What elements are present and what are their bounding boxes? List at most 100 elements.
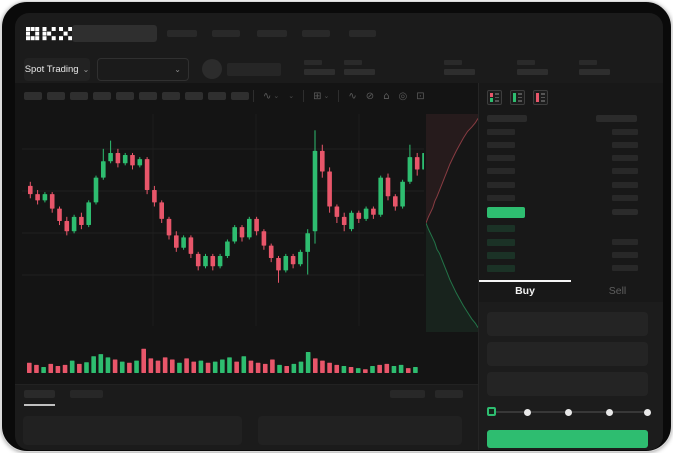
stat-value-skeleton <box>344 69 375 75</box>
last-price-right-skeleton <box>612 209 638 215</box>
orderbook-combined-icon[interactable] <box>487 90 502 105</box>
bottom-tab-1-skeleton[interactable] <box>24 390 55 398</box>
amount-field-skeleton[interactable] <box>487 342 648 366</box>
bid-price-skeleton[interactable] <box>487 252 515 259</box>
alert-icon[interactable]: ◎ <box>398 90 408 102</box>
orderbook-header-left-skeleton <box>487 115 527 122</box>
okx-logo <box>26 27 72 41</box>
pair-dropdown[interactable]: ⌄ <box>97 58 189 81</box>
slider-handle[interactable] <box>487 407 496 416</box>
toolbar-divider <box>338 90 340 102</box>
bid-price-skeleton[interactable] <box>487 265 515 272</box>
slider-stop-dot[interactable] <box>565 409 572 416</box>
stat-label-skeleton <box>344 60 362 65</box>
nav-item-skeleton[interactable] <box>212 30 240 37</box>
history-panel-skeleton <box>258 416 462 445</box>
slider-stop-dot[interactable] <box>524 409 531 416</box>
draw-tools-icon[interactable]: ⊘ <box>365 90 375 102</box>
ask-size-skeleton <box>612 155 638 161</box>
timeframe-button-skeleton[interactable] <box>70 92 88 100</box>
buy-submit-button[interactable] <box>487 430 648 448</box>
sell-tab-label: Sell <box>608 285 627 297</box>
volume-bars <box>27 348 418 373</box>
trading-app: Spot Trading ⌄ ⌄ ∿ ⌄ ⌄ ⊞ ⌄ ∿ ⊘ ⌂ ◎ ⊡ <box>15 13 663 450</box>
timeframe-button-skeleton[interactable] <box>162 92 180 100</box>
ask-size-skeleton <box>612 142 638 148</box>
chart-toolbar-icons: ∿ ⌄ ⌄ ⊞ ⌄ ∿ ⊘ ⌂ ◎ ⊡ <box>253 87 425 105</box>
timeframe-button-skeleton[interactable] <box>47 92 65 100</box>
active-tab-indicator <box>479 280 571 282</box>
orderbook-asks-icon[interactable] <box>533 90 548 105</box>
timeframe-button-skeleton[interactable] <box>139 92 157 100</box>
nav-item-skeleton[interactable] <box>257 30 287 37</box>
market-selector-label: Spot Trading <box>24 64 79 75</box>
timeframe-button-skeleton[interactable] <box>24 92 42 100</box>
last-price-bar[interactable] <box>487 207 525 218</box>
timeframe-button-skeleton[interactable] <box>116 92 134 100</box>
ask-price-skeleton[interactable] <box>487 129 515 135</box>
timeframe-button-skeleton[interactable] <box>185 92 203 100</box>
pair-name-skeleton <box>227 63 281 76</box>
ask-price-skeleton[interactable] <box>487 182 515 188</box>
market-selector-button[interactable]: Spot Trading ⌄ <box>24 58 90 81</box>
stat-value-skeleton <box>517 69 548 75</box>
ask-size-skeleton <box>612 195 638 201</box>
ask-price-skeleton[interactable] <box>487 195 515 201</box>
indicators-icon[interactable]: ⊞ ⌄ <box>313 90 330 102</box>
slider-stop-dot[interactable] <box>644 409 651 416</box>
timeframe-button-skeleton[interactable] <box>231 92 249 100</box>
ask-price-skeleton[interactable] <box>487 142 515 148</box>
active-tab-underline <box>24 404 55 406</box>
overlay-dropdown-icon[interactable]: ⌄ <box>288 92 295 100</box>
orderbook-panel: Buy Sell <box>478 83 663 450</box>
buy-tab-label: Buy <box>515 285 535 297</box>
snapshot-icon[interactable]: ⌂ <box>383 90 390 102</box>
bid-price-skeleton[interactable] <box>487 225 515 232</box>
bid-size-skeleton <box>612 239 638 245</box>
total-field-skeleton[interactable] <box>487 372 648 396</box>
ask-price-skeleton[interactable] <box>487 168 515 174</box>
stat-label-skeleton <box>444 60 462 65</box>
stat-label-skeleton <box>304 60 322 65</box>
toolbar-divider <box>303 90 305 102</box>
nav-item-skeleton[interactable] <box>349 30 376 37</box>
bid-size-skeleton <box>612 265 638 271</box>
orderbook-bids-icon[interactable] <box>510 90 525 105</box>
nav-item-skeleton[interactable] <box>167 30 197 37</box>
ask-price-skeleton[interactable] <box>487 155 515 161</box>
stat-label-skeleton <box>579 60 597 65</box>
fullscreen-icon[interactable]: ⊡ <box>416 90 425 102</box>
bottom-tab-2-skeleton[interactable] <box>70 390 103 398</box>
chevron-down-icon: ⌄ <box>82 64 90 74</box>
tab-sell[interactable]: Sell <box>571 280 663 302</box>
timeframe-button-skeleton[interactable] <box>93 92 111 100</box>
chevron-down-icon: ⌄ <box>174 65 181 74</box>
bid-price-skeleton[interactable] <box>487 239 515 246</box>
slider-stop-dot[interactable] <box>606 409 613 416</box>
chart-zone <box>15 83 478 385</box>
pair-avatar <box>202 59 222 79</box>
ask-size-skeleton <box>612 129 638 135</box>
orders-panel-skeleton <box>23 416 242 445</box>
candlestick-chart <box>22 114 424 326</box>
ask-size-skeleton <box>612 168 638 174</box>
divider <box>15 384 478 385</box>
toolbar-divider <box>253 90 254 102</box>
stat-label-skeleton <box>517 60 535 65</box>
price-field-skeleton[interactable] <box>487 312 648 336</box>
bid-size-skeleton <box>612 252 638 258</box>
stat-value-skeleton <box>304 69 335 75</box>
nav-item-skeleton[interactable] <box>302 30 330 37</box>
search-bar-skeleton[interactable] <box>72 25 157 42</box>
tab-buy[interactable]: Buy <box>479 280 571 302</box>
orderbook-header-right-skeleton <box>596 115 637 122</box>
chart-type-icon[interactable]: ∿ ⌄ <box>263 90 280 102</box>
bottom-control-1-skeleton[interactable] <box>390 390 425 398</box>
timeframe-button-skeleton[interactable] <box>208 92 226 100</box>
bottom-control-2-skeleton[interactable] <box>435 390 463 398</box>
stat-value-skeleton <box>579 69 610 75</box>
stat-value-skeleton <box>444 69 475 75</box>
ask-size-skeleton <box>612 182 638 188</box>
line-style-icon[interactable]: ∿ <box>348 90 357 102</box>
